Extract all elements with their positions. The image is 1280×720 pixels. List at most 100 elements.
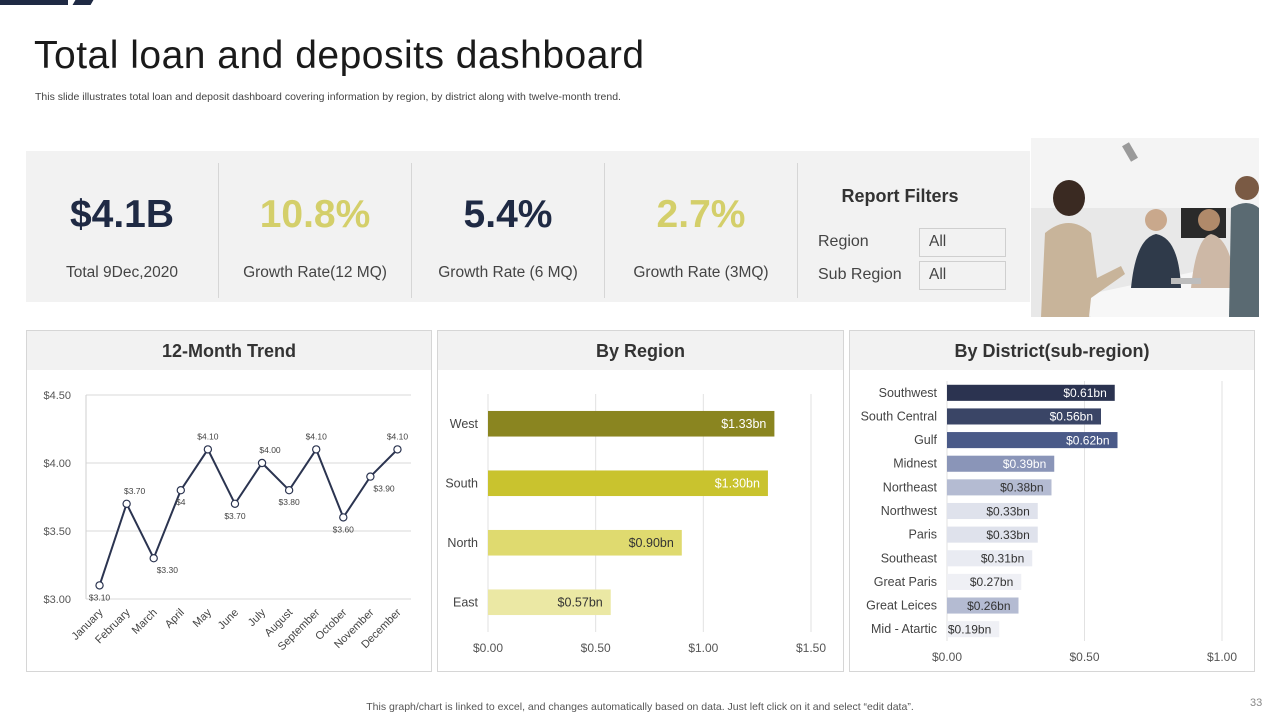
bar — [488, 410, 775, 437]
category-label: South — [445, 476, 478, 490]
category-label: Paris — [909, 528, 937, 542]
data-label: $0.38bn — [1000, 481, 1043, 495]
page-title: Total loan and deposits dashboard — [34, 34, 645, 77]
filter-label-region: Region — [818, 233, 869, 250]
x-tick-label: June — [216, 607, 241, 632]
kpi-label: Total 9Dec,2020 — [65, 264, 179, 281]
data-label: $1.33bn — [721, 417, 766, 431]
data-label: $0.39bn — [1003, 457, 1046, 471]
data-label: $3.10 — [89, 592, 111, 602]
kpi-value: 2.7% — [656, 193, 746, 236]
data-point — [257, 458, 267, 468]
x-tick-label: $0.50 — [581, 641, 611, 655]
kpi-total: $4.1B Total 9Dec,2020 — [26, 163, 219, 298]
kpi-value: 5.4% — [463, 193, 553, 236]
x-tick-label: May — [191, 606, 215, 630]
bar — [947, 479, 1052, 496]
category-label: Southwest — [879, 386, 938, 400]
trend-panel: 12-Month Trend $3.00 $3.50 $4.00 $4.50 $3.10… — [26, 330, 432, 672]
data-label: $4.10 — [387, 431, 409, 441]
corner-accent-bar — [0, 0, 68, 5]
data-label: $0.90bn — [629, 536, 674, 550]
bar — [947, 526, 1038, 543]
category-label: Great Paris — [874, 575, 937, 589]
bar — [947, 621, 1000, 638]
data-label: $0.56bn — [1050, 410, 1093, 424]
data-label: $3.70 — [224, 511, 246, 521]
data-point — [366, 472, 375, 481]
region-bar-chart: $0.00 $0.50 $1.00 $1.50 West $1.33bn South $1.3… — [445, 394, 826, 655]
y-tick-label: $3.50 — [43, 526, 71, 538]
y-tick-label: $4.00 — [43, 458, 71, 470]
report-filters-title: Report Filters — [841, 186, 959, 206]
footer-note: This graph/chart is linked to excel, and… — [366, 701, 914, 713]
category-label: Great Leices — [866, 599, 937, 613]
category-label: Mid - Atartic — [871, 622, 937, 636]
data-label: $3.90 — [373, 484, 395, 494]
x-tick-label: April — [163, 607, 187, 631]
bar — [947, 432, 1118, 449]
data-label: $0.26bn — [967, 599, 1010, 613]
data-label: $4.10 — [197, 431, 219, 441]
category-label: East — [453, 595, 479, 609]
data-label: $3.60 — [333, 524, 355, 534]
meeting-photo-illustration — [1031, 138, 1259, 317]
category-label: North — [447, 536, 478, 550]
y-tick-label: $4.50 — [43, 390, 71, 402]
data-label: $3.80 — [278, 497, 300, 507]
x-tick-label: March — [130, 607, 160, 637]
data-label: $3.70 — [124, 486, 146, 496]
kpi-growth-6mq: 5.4% Growth Rate (6 MQ) — [412, 163, 605, 298]
bar — [947, 597, 1019, 614]
bar — [947, 384, 1115, 401]
x-tick-label: July — [246, 606, 269, 629]
x-tick-label: $0.50 — [1069, 650, 1099, 664]
data-label: $0.31bn — [981, 552, 1024, 566]
bar — [947, 408, 1101, 425]
district-panel-title: By District(sub-region) — [850, 331, 1254, 370]
data-point — [149, 553, 158, 563]
page-subtitle: This slide illustrates total loan and de… — [35, 91, 621, 103]
kpi-value: 10.8% — [259, 193, 371, 236]
data-point — [393, 445, 402, 454]
region-panel: By Region $0.00 $0.50 $1.00 $1.50 West $1.33b… — [437, 330, 844, 672]
region-filter-select[interactable]: All — [919, 228, 1006, 257]
data-point — [284, 485, 294, 495]
data-point — [230, 499, 240, 508]
x-tick-label: $0.00 — [932, 650, 962, 664]
x-tick-label: $1.00 — [1207, 650, 1237, 664]
category-label: South Central — [861, 409, 937, 423]
data-label: $3.30 — [157, 565, 179, 575]
region-panel-title: By Region — [438, 331, 843, 370]
category-label: Northwest — [881, 504, 938, 518]
data-point — [339, 513, 348, 522]
kpi-label: Growth Rate (3MQ) — [633, 264, 769, 281]
kpi-strip: $4.1B Total 9Dec,2020 10.8% Growth Rate(… — [26, 151, 1030, 302]
category-label: Southeast — [881, 551, 938, 565]
category-label: West — [450, 417, 479, 431]
data-label: $0.61bn — [1063, 386, 1106, 400]
data-label: $0.27bn — [970, 575, 1013, 589]
x-tick-label: $0.00 — [473, 641, 503, 655]
data-point — [203, 445, 213, 454]
corner-accent — [0, 0, 100, 6]
district-bar-chart: $0.00 $0.50 $1.00 Southwest $0.61bn South Cen… — [861, 381, 1237, 664]
filter-label-sub-region: Sub Region — [818, 266, 902, 283]
trend-panel-title: 12-Month Trend — [27, 331, 431, 370]
bar — [488, 589, 611, 616]
sub-region-filter-select[interactable]: All — [919, 261, 1006, 290]
data-point — [122, 499, 131, 508]
data-point — [95, 581, 104, 590]
bar — [947, 550, 1033, 567]
bar — [947, 502, 1038, 520]
data-label: $0.33bn — [986, 504, 1029, 518]
data-label: $0.57bn — [558, 596, 603, 610]
kpi-growth-3mq: 2.7% Growth Rate (3MQ) — [605, 163, 798, 298]
category-label: Northeast — [883, 480, 938, 494]
category-label: Gulf — [914, 433, 937, 447]
district-panel: By District(sub-region) $0.00 $0.50 $1.00 S… — [849, 330, 1255, 672]
kpi-value: $4.1B — [69, 193, 175, 236]
data-label: $0.19bn — [948, 622, 991, 636]
y-tick-label: $3.00 — [43, 594, 71, 606]
kpi-growth-12mq: 10.8% Growth Rate(12 MQ) — [219, 163, 412, 298]
